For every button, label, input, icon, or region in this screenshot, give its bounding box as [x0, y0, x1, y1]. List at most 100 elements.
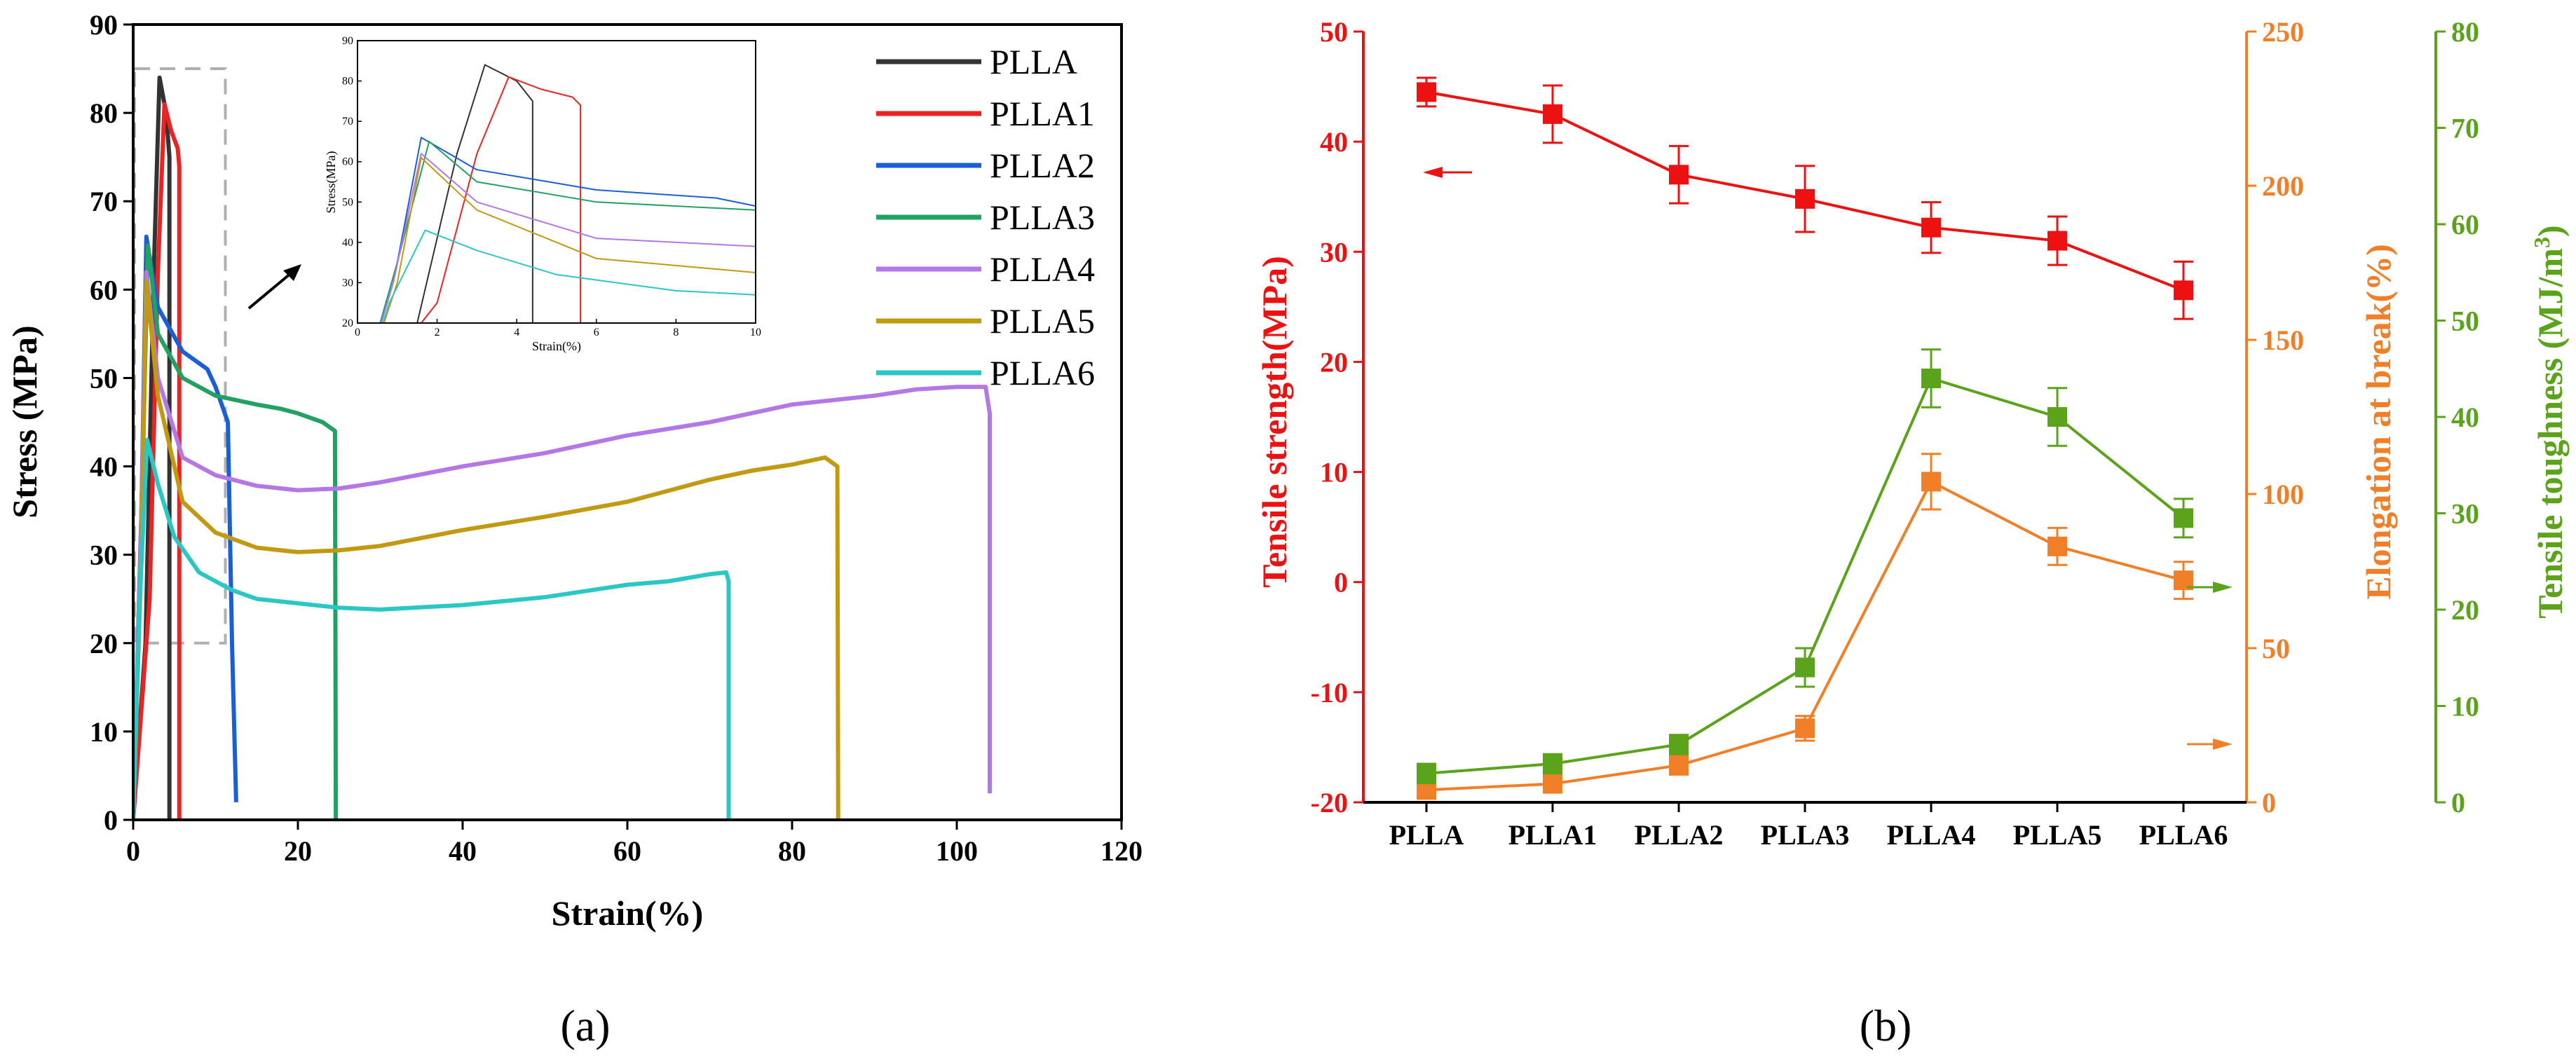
- strength-axis-tick-label--10: -10: [1311, 677, 1348, 708]
- toughness-axis-tick-label-0: 0: [2451, 787, 2465, 818]
- series-tensile-strength: [1417, 76, 2193, 320]
- inset-series-plla2: [379, 137, 756, 323]
- elongation-axis-tick-label-100: 100: [2262, 479, 2304, 510]
- series-plla6: [133, 437, 731, 820]
- y-tick-label-0: 0: [104, 804, 118, 836]
- series-plla5: [133, 278, 840, 820]
- panel-a-series: [133, 75, 992, 820]
- strength-axis-tick-label-20: 20: [1320, 346, 1348, 378]
- x-tick-label-0: 0: [126, 835, 140, 867]
- y-tick-label-10: 10: [90, 716, 118, 748]
- legend-label-plla3: PLLA3: [990, 198, 1095, 237]
- panel-b: -20 -10 0 10 20 30 40 50 0 50 100 150 200 250 0 10 20 30 4…: [1255, 16, 2570, 1050]
- inset-y-label: Stress(MPa): [324, 151, 339, 213]
- legend-label-plla5: PLLA5: [990, 301, 1095, 341]
- panel-b-series: [1417, 76, 2193, 800]
- data-point-plla2: [1669, 755, 1689, 776]
- toughness-axis-tick-label-40: 40: [2451, 402, 2479, 433]
- data-point-plla1: [1543, 774, 1562, 794]
- data-point-plla1: [1543, 754, 1562, 774]
- inset-y-tick-label-30: 30: [342, 277, 353, 289]
- data-point-plla3: [1795, 718, 1815, 739]
- y-tick-label-50: 50: [90, 362, 118, 394]
- inset-y-tick-label-60: 60: [342, 156, 353, 168]
- strength-axis-tick-label--20: -20: [1311, 787, 1348, 818]
- series-plla4: [133, 270, 992, 820]
- category-label-plla1: PLLA1: [1508, 819, 1597, 851]
- data-point-plla4: [1921, 217, 1941, 238]
- toughness-axis-tick-label-30: 30: [2451, 498, 2479, 530]
- inset-series: [379, 64, 756, 323]
- data-point-plla6: [2174, 280, 2193, 301]
- panel-b-label: (b): [1860, 1001, 1912, 1050]
- panel-a-label: (a): [560, 1001, 610, 1050]
- toughness-axis-tick-label-50: 50: [2451, 306, 2479, 337]
- elongation-axis-tick-label-250: 250: [2262, 16, 2304, 48]
- strength-axis-tick-label-0: 0: [1334, 567, 1348, 598]
- strength-axis-tick-label-30: 30: [1320, 236, 1348, 268]
- data-point-plla4: [1921, 472, 1941, 492]
- inset-chart: 0 2 4 6 8 10 20 30 40 50 60 70 80 90 Strain(%) Stress…: [324, 35, 761, 354]
- x-tick-label-100: 100: [936, 835, 978, 867]
- panel-a-plot-frame: [132, 23, 1123, 821]
- panel-a-y-label: Stress (MPa): [5, 325, 44, 518]
- panel-a-x-label: Strain(%): [552, 893, 704, 933]
- inset-series-plla5: [383, 157, 756, 323]
- series-tensile-toughness: [1417, 348, 2193, 784]
- category-label-plla5: PLLA5: [2013, 819, 2102, 851]
- inset-series-plla6: [382, 229, 756, 323]
- data-point-plla: [1417, 763, 1436, 783]
- data-point-plla5: [2047, 407, 2067, 427]
- x-tick-label-20: 20: [284, 835, 312, 867]
- strength-axis-label: Tensile strength(MPa): [1255, 256, 1294, 588]
- y-tick-label-90: 90: [90, 9, 118, 41]
- toughness-axis-label-sup: 3: [2529, 237, 2554, 248]
- data-point-plla2: [1669, 734, 1689, 755]
- toughness-axis-tick-label-70: 70: [2451, 113, 2479, 144]
- series-line-elongation-at-break: [1426, 479, 2184, 792]
- inset-x-label: Strain(%): [532, 339, 581, 354]
- data-point-plla3: [1795, 657, 1815, 678]
- legend-label-plla: PLLA: [990, 42, 1077, 81]
- y-tick-label-40: 40: [90, 451, 118, 483]
- inset-series-plla4: [381, 153, 756, 323]
- elongation-axis-arrow: [2187, 739, 2233, 750]
- toughness-axis-label-end: ): [2530, 225, 2570, 237]
- x-tick-label-120: 120: [1100, 835, 1143, 867]
- data-point-plla3: [1795, 188, 1815, 209]
- inset-x-tick-label-4: 4: [514, 327, 519, 338]
- panel-b-axes: -20 -10 0 10 20 30 40 50 0 50 100 150 200 250 0 10 20 30 4…: [1311, 16, 2479, 818]
- elongation-axis-tick-label-150: 150: [2262, 324, 2304, 356]
- strength-axis-tick-label-10: 10: [1320, 457, 1348, 488]
- legend-label-plla2: PLLA2: [990, 146, 1095, 185]
- inset-x-tick-label-8: 8: [673, 327, 679, 338]
- toughness-axis-tick-label-10: 10: [2451, 691, 2479, 722]
- inset-series-plla3: [379, 140, 756, 323]
- data-point-plla1: [1543, 104, 1562, 124]
- category-label-plla2: PLLA2: [1635, 819, 1724, 851]
- data-point-plla5: [2047, 231, 2067, 251]
- elongation-axis-tick-label-0: 0: [2262, 787, 2276, 818]
- toughness-axis-label-main: Tensile toughness (MJ/m: [2530, 248, 2570, 619]
- data-point-plla2: [1669, 165, 1689, 185]
- strength-axis-arrow: [1423, 167, 1472, 178]
- toughness-axis-tick-label-20: 20: [2451, 594, 2479, 626]
- y-tick-label-60: 60: [90, 274, 118, 306]
- inset-y-tick-label-90: 90: [342, 35, 353, 47]
- data-point-plla5: [2047, 536, 2067, 556]
- toughness-axis-arrow: [2187, 582, 2233, 593]
- inset-x-tick-label-0: 0: [355, 327, 360, 338]
- strength-axis-tick-label-40: 40: [1320, 126, 1348, 158]
- inset-frame: [357, 40, 756, 324]
- data-point-plla4: [1921, 369, 1941, 388]
- inset-x-tick-label-10: 10: [750, 327, 761, 338]
- x-tick-label-80: 80: [778, 835, 806, 867]
- elongation-axis-tick-label-50: 50: [2262, 633, 2290, 664]
- toughness-axis-label: Tensile toughness (MJ/m3): [2529, 225, 2570, 618]
- data-point-plla6: [2174, 508, 2193, 528]
- category-label-plla4: PLLA4: [1887, 819, 1976, 851]
- inset-y-tick-label-70: 70: [342, 116, 353, 128]
- y-tick-label-20: 20: [90, 628, 118, 659]
